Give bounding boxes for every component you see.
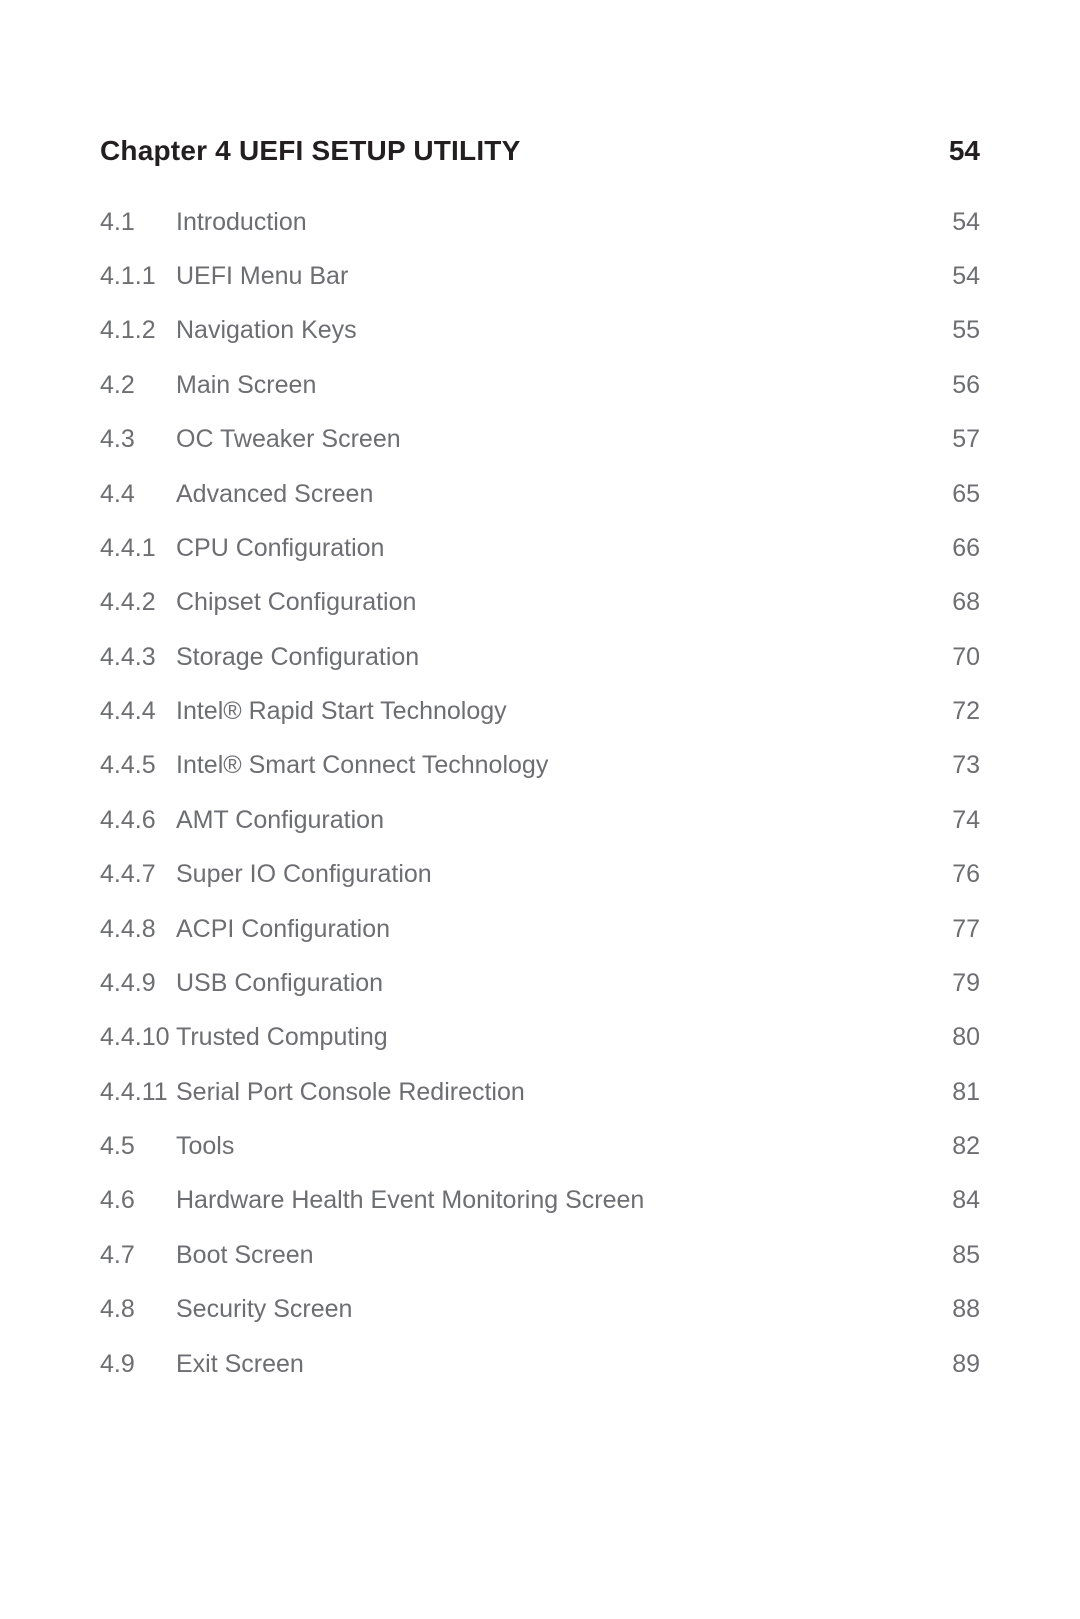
toc-entries: 4.1Introduction544.1.1UEFI Menu Bar544.1…	[100, 195, 980, 1391]
toc-row: 4.8Security Screen88	[100, 1283, 980, 1337]
toc-page-number: 81	[940, 1080, 980, 1105]
toc-section-title: ACPI Configuration	[176, 917, 940, 942]
toc-page-number: 77	[940, 917, 980, 942]
toc-page-number: 76	[940, 862, 980, 887]
toc-row: 4.4.2Chipset Configuration68	[100, 576, 980, 630]
toc-section-title: Boot Screen	[176, 1243, 940, 1268]
toc-page-number: 68	[940, 590, 980, 615]
toc-page-number: 80	[940, 1025, 980, 1050]
toc-section-title: Exit Screen	[176, 1352, 940, 1377]
toc-section-title: Security Screen	[176, 1297, 940, 1322]
toc-page-number: 66	[940, 536, 980, 561]
toc-section-number: 4.4.2	[100, 590, 176, 615]
toc-row: 4.4.4Intel® Rapid Start Technology72	[100, 684, 980, 738]
toc-row: 4.4.1CPU Configuration66	[100, 521, 980, 575]
toc-row: 4.4.3Storage Configuration70	[100, 630, 980, 684]
toc-section-title: Tools	[176, 1134, 940, 1159]
toc-section-title: Intel® Smart Connect Technology	[176, 753, 940, 778]
toc-page-number: 54	[940, 264, 980, 289]
toc-page-number: 54	[940, 210, 980, 235]
chapter-page: 54	[949, 135, 980, 167]
toc-page-number: 57	[940, 427, 980, 452]
chapter-header: Chapter 4 UEFI SETUP UTILITY 54	[100, 135, 980, 167]
table-of-contents: Chapter 4 UEFI SETUP UTILITY 54 4.1Intro…	[100, 135, 980, 1391]
toc-section-title: USB Configuration	[176, 971, 940, 996]
toc-section-number: 4.7	[100, 1243, 176, 1268]
toc-row: 4.1Introduction54	[100, 195, 980, 249]
toc-section-number: 4.3	[100, 427, 176, 452]
toc-row: 4.3OC Tweaker Screen57	[100, 413, 980, 467]
toc-page-number: 74	[940, 808, 980, 833]
toc-section-number: 4.1.1	[100, 264, 176, 289]
toc-section-title: Advanced Screen	[176, 482, 940, 507]
toc-row: 4.4.11Serial Port Console Redirection81	[100, 1065, 980, 1119]
toc-page-number: 84	[940, 1188, 980, 1213]
toc-section-title: Introduction	[176, 210, 940, 235]
toc-section-title: Navigation Keys	[176, 318, 940, 343]
toc-row: 4.6Hardware Health Event Monitoring Scre…	[100, 1174, 980, 1228]
toc-section-title: CPU Configuration	[176, 536, 940, 561]
toc-page-number: 65	[940, 482, 980, 507]
toc-row: 4.4.9USB Configuration79	[100, 956, 980, 1010]
toc-section-title: Hardware Health Event Monitoring Screen	[176, 1188, 940, 1213]
toc-section-number: 4.4.8	[100, 917, 176, 942]
toc-page-number: 73	[940, 753, 980, 778]
toc-section-number: 4.6	[100, 1188, 176, 1213]
toc-page-number: 56	[940, 373, 980, 398]
chapter-title: Chapter 4 UEFI SETUP UTILITY	[100, 135, 521, 167]
toc-page-number: 85	[940, 1243, 980, 1268]
toc-section-title: Chipset Configuration	[176, 590, 940, 615]
toc-section-number: 4.4.6	[100, 808, 176, 833]
toc-section-title: Super IO Configuration	[176, 862, 940, 887]
toc-section-number: 4.4.1	[100, 536, 176, 561]
toc-row: 4.2Main Screen56	[100, 358, 980, 412]
toc-row: 4.4.8ACPI Configuration77	[100, 902, 980, 956]
toc-row: 4.4Advanced Screen65	[100, 467, 980, 521]
toc-row: 4.4.7Super IO Configuration76	[100, 848, 980, 902]
chapter-lead: Chapter 4	[100, 135, 239, 166]
toc-section-title: AMT Configuration	[176, 808, 940, 833]
toc-section-number: 4.4.5	[100, 753, 176, 778]
toc-row: 4.4.10Trusted Computing80	[100, 1011, 980, 1065]
toc-section-number: 4.4.7	[100, 862, 176, 887]
toc-section-number: 4.4.4	[100, 699, 176, 724]
toc-section-number: 4.4.3	[100, 645, 176, 670]
toc-page-number: 70	[940, 645, 980, 670]
toc-page-number: 79	[940, 971, 980, 996]
toc-section-title: Intel® Rapid Start Technology	[176, 699, 940, 724]
toc-section-title: Trusted Computing	[176, 1025, 940, 1050]
toc-page-number: 55	[940, 318, 980, 343]
toc-page-number: 89	[940, 1352, 980, 1377]
toc-section-title: Serial Port Console Redirection	[176, 1080, 940, 1105]
toc-row: 4.7Boot Screen85	[100, 1228, 980, 1282]
chapter-title-text: UEFI SETUP UTILITY	[239, 135, 521, 166]
toc-section-number: 4.4.11	[100, 1080, 176, 1105]
toc-row: 4.4.5Intel® Smart Connect Technology73	[100, 739, 980, 793]
toc-section-number: 4.9	[100, 1352, 176, 1377]
toc-section-number: 4.1.2	[100, 318, 176, 343]
toc-page-number: 88	[940, 1297, 980, 1322]
toc-section-number: 4.5	[100, 1134, 176, 1159]
toc-page-number: 82	[940, 1134, 980, 1159]
toc-row: 4.5Tools82	[100, 1119, 980, 1173]
toc-section-number: 4.4.9	[100, 971, 176, 996]
toc-row: 4.9Exit Screen89	[100, 1337, 980, 1391]
toc-section-title: Main Screen	[176, 373, 940, 398]
toc-row: 4.4.6AMT Configuration74	[100, 793, 980, 847]
toc-row: 4.1.1UEFI Menu Bar54	[100, 249, 980, 303]
toc-section-title: Storage Configuration	[176, 645, 940, 670]
toc-section-number: 4.8	[100, 1297, 176, 1322]
toc-section-number: 4.4.10	[100, 1025, 176, 1050]
toc-section-number: 4.4	[100, 482, 176, 507]
toc-row: 4.1.2Navigation Keys55	[100, 304, 980, 358]
toc-section-title: OC Tweaker Screen	[176, 427, 940, 452]
toc-section-number: 4.2	[100, 373, 176, 398]
toc-section-number: 4.1	[100, 210, 176, 235]
toc-page-number: 72	[940, 699, 980, 724]
toc-section-title: UEFI Menu Bar	[176, 264, 940, 289]
